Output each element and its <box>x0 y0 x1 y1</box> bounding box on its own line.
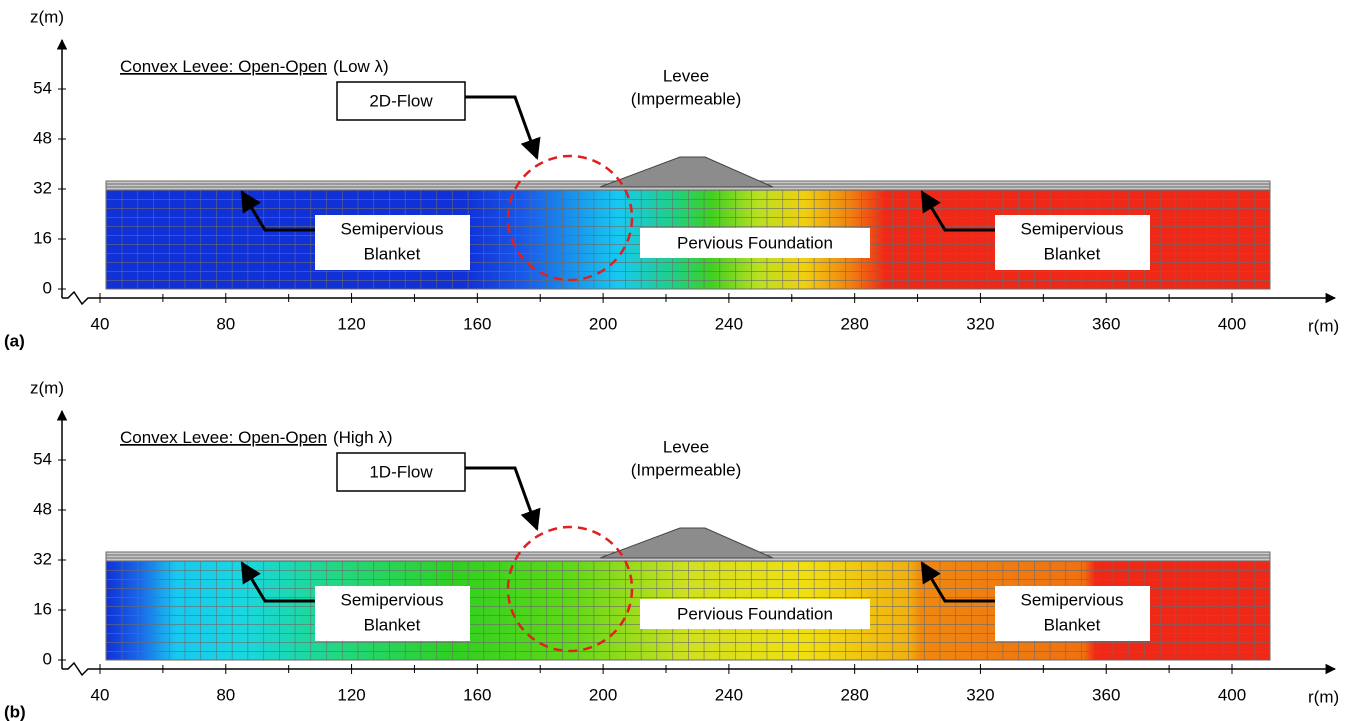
x-tick-label: 200 <box>589 314 617 333</box>
x-tick-label: 320 <box>966 314 994 333</box>
x-tick-label: 40 <box>91 314 110 333</box>
levee-label: Levee <box>663 437 709 456</box>
x-tick-label: 360 <box>1092 685 1120 704</box>
foundation-label: Pervious Foundation <box>677 233 833 252</box>
y-tick-label: 54 <box>33 449 52 468</box>
blanket-label: Semipervious <box>1021 590 1124 609</box>
levee-label: (Impermeable) <box>631 460 742 479</box>
blanket-label: Blanket <box>364 615 421 634</box>
y-tick-label: 0 <box>43 649 52 668</box>
panel-label: (b) <box>4 702 26 721</box>
levee-label: Levee <box>663 66 709 85</box>
flow-label: 1D-Flow <box>369 462 433 481</box>
x-tick-label: 40 <box>91 685 110 704</box>
x-axis <box>62 663 1335 675</box>
flow-label: 2D-Flow <box>369 91 433 110</box>
flow-arrow <box>465 97 537 158</box>
x-tick-label: 120 <box>337 314 365 333</box>
foundation-label: Pervious Foundation <box>677 604 833 623</box>
panel-title: Convex Levee: Open-Open (Low λ) <box>120 57 389 76</box>
panel: z(m) r(m) (b) 0 16 32 48 54 40 80 120 160 200 240 280 3… <box>4 378 1339 721</box>
z-axis-label: z(m) <box>30 7 64 26</box>
x-tick-label: 280 <box>840 314 868 333</box>
title-main: Convex Levee: Open-Open <box>120 428 327 447</box>
blanket-label: Blanket <box>1044 244 1101 263</box>
x-tick-label: 240 <box>715 314 743 333</box>
y-tick-label: 32 <box>33 178 52 197</box>
x-axis <box>62 292 1335 304</box>
levee <box>600 528 773 558</box>
r-axis-label: r(m) <box>1308 316 1339 335</box>
panel-title: Convex Levee: Open-Open (High λ) <box>120 428 392 447</box>
y-tick-label: 32 <box>33 549 52 568</box>
blanket-label: Blanket <box>1044 615 1101 634</box>
x-tick-label: 160 <box>463 314 491 333</box>
figure: z(m)r(m)(a)01632485440801201602002402803… <box>0 0 1351 721</box>
y-tick-label: 16 <box>33 599 52 618</box>
x-tick-label: 80 <box>216 685 235 704</box>
flow-arrow <box>465 468 537 529</box>
blanket-label: Semipervious <box>341 219 444 238</box>
levee <box>600 157 773 187</box>
y-tick-label: 48 <box>33 499 52 518</box>
blanket-label: Blanket <box>364 244 421 263</box>
y-tick-label: 48 <box>33 128 52 147</box>
x-tick-label: 200 <box>589 685 617 704</box>
x-tick-label: 120 <box>337 685 365 704</box>
y-tick-label: 54 <box>33 78 52 97</box>
panel: z(m) r(m) (a) 0 16 32 48 54 40 80 120 160 200 240 280 3… <box>4 7 1339 350</box>
x-tick-label: 400 <box>1218 314 1246 333</box>
x-tick-label: 160 <box>463 685 491 704</box>
blanket-label: Semipervious <box>341 590 444 609</box>
z-axis-label: z(m) <box>30 378 64 397</box>
levee-label: (Impermeable) <box>631 89 742 108</box>
y-tick-label: 0 <box>43 278 52 297</box>
title-rest: (High λ) <box>333 428 393 447</box>
x-tick-label: 80 <box>216 314 235 333</box>
blanket-label: Semipervious <box>1021 219 1124 238</box>
panel-label: (a) <box>4 331 25 350</box>
r-axis-label: r(m) <box>1308 687 1339 706</box>
x-tick-label: 360 <box>1092 314 1120 333</box>
x-tick-label: 280 <box>840 685 868 704</box>
x-tick-label: 400 <box>1218 685 1246 704</box>
x-tick-label: 320 <box>966 685 994 704</box>
y-tick-label: 16 <box>33 228 52 247</box>
title-main: Convex Levee: Open-Open <box>120 57 327 76</box>
x-tick-label: 240 <box>715 685 743 704</box>
title-rest: (Low λ) <box>333 57 389 76</box>
